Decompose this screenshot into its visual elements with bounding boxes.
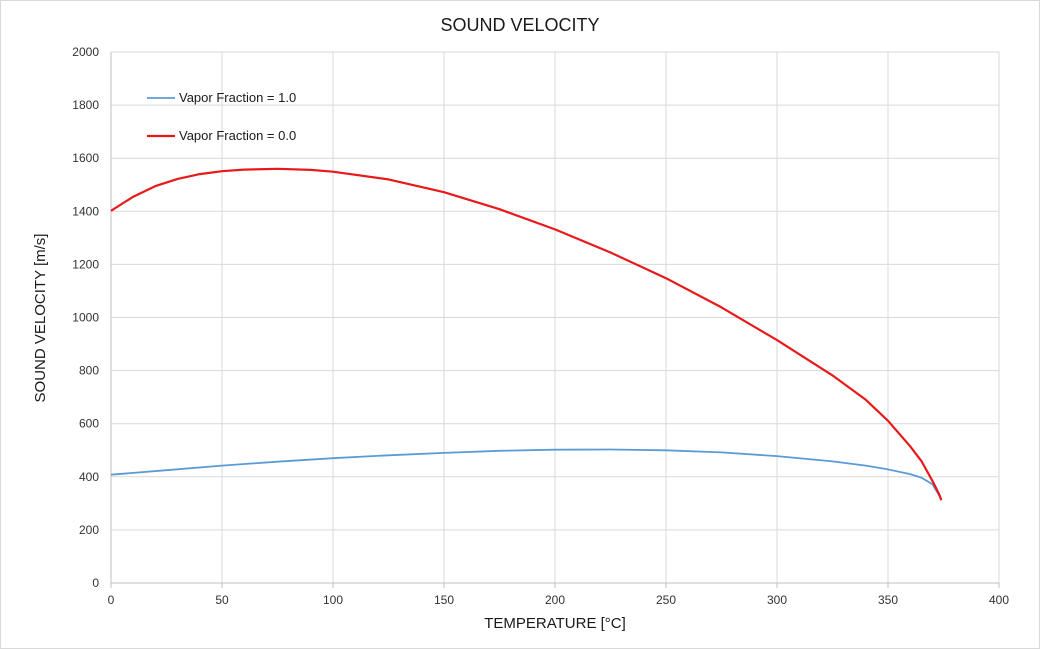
series-line-1 — [110, 167, 943, 501]
grid-layer — [111, 51, 1000, 583]
series-line-0 — [110, 448, 943, 500]
legend-entry-0: Vapor Fraction = 1.0 — [179, 90, 296, 105]
y-tick-label: 200 — [79, 523, 99, 537]
legend-entry-1: Vapor Fraction = 0.0 — [179, 128, 296, 143]
x-tick-label: 150 — [434, 593, 454, 607]
y-tick-label: 1400 — [72, 204, 99, 218]
x-axis-label: TEMPERATURE [°C] — [484, 615, 626, 632]
y-tick-label: 0 — [92, 576, 99, 590]
y-tick-label: 1600 — [72, 151, 99, 165]
y-tick-label: 800 — [79, 364, 99, 378]
x-tick-label: 350 — [878, 593, 898, 607]
axis-layer: 0 200 400 600 800 1000 1200 1400 1600 1800 2000 0 50… — [72, 45, 1009, 607]
x-tick-label: 50 — [215, 593, 229, 607]
x-tick-label: 0 — [108, 593, 115, 607]
x-tick-label: 250 — [656, 593, 676, 607]
x-tick-label: 100 — [323, 593, 343, 607]
x-tick-label: 300 — [767, 593, 787, 607]
y-axis-label: SOUND VELOCITY [m/s] — [32, 234, 49, 403]
y-tick-label: 1200 — [72, 257, 99, 271]
series-layer — [110, 167, 943, 501]
x-tick-label: 200 — [545, 593, 565, 607]
y-tick-label: 1800 — [72, 98, 99, 112]
y-tick-label: 600 — [79, 417, 99, 431]
y-tick-label: 2000 — [72, 45, 99, 59]
y-tick-label: 1000 — [72, 311, 99, 325]
x-tick-label: 400 — [989, 593, 1009, 607]
chart-title: SOUND VELOCITY — [440, 15, 599, 35]
y-tick-label: 400 — [79, 470, 99, 484]
legend: Vapor Fraction = 1.0 Vapor Fraction = 0.0 — [147, 90, 296, 143]
